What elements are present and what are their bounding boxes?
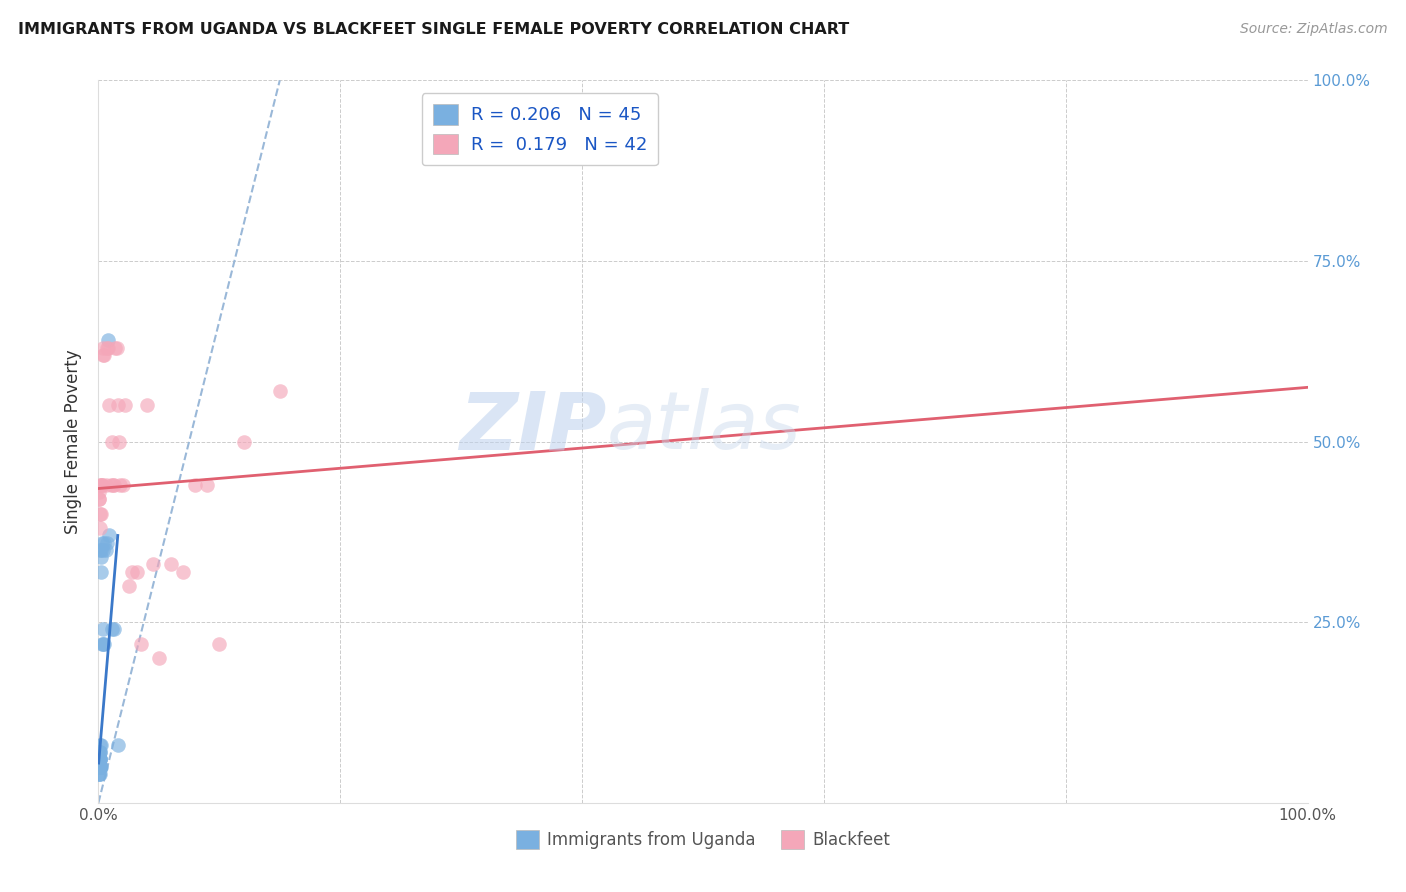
Point — [91, 348, 114, 362]
Point — [108, 434, 131, 449]
Point — [89, 507, 111, 521]
Point — [87, 760, 110, 774]
Point — [96, 341, 118, 355]
Point — [107, 398, 129, 412]
Point — [89, 752, 111, 766]
Point — [87, 752, 110, 766]
Point — [98, 528, 121, 542]
Point — [89, 760, 111, 774]
Point — [97, 341, 120, 355]
Point — [87, 760, 110, 774]
Point — [87, 752, 110, 766]
Point — [91, 637, 114, 651]
Point — [103, 478, 125, 492]
Point — [87, 745, 110, 759]
Point — [142, 558, 165, 572]
Point — [111, 478, 134, 492]
Point — [91, 478, 114, 492]
Legend: Immigrants from Uganda, Blackfeet: Immigrants from Uganda, Blackfeet — [509, 823, 897, 856]
Point — [89, 745, 111, 759]
Point — [108, 478, 131, 492]
Point — [98, 398, 121, 412]
Point — [94, 542, 117, 557]
Point — [89, 760, 111, 774]
Point — [91, 623, 114, 637]
Point — [91, 341, 114, 355]
Text: Source: ZipAtlas.com: Source: ZipAtlas.com — [1240, 22, 1388, 37]
Point — [105, 341, 128, 355]
Point — [89, 752, 111, 766]
Point — [89, 760, 111, 774]
Point — [89, 760, 111, 774]
Point — [91, 478, 114, 492]
Point — [89, 752, 111, 766]
Point — [96, 535, 118, 549]
Point — [127, 565, 149, 579]
Point — [91, 542, 114, 557]
Point — [184, 478, 207, 492]
Point — [89, 760, 111, 774]
Point — [91, 535, 114, 549]
Point — [107, 738, 129, 752]
Point — [89, 752, 111, 766]
Point — [89, 738, 111, 752]
Point — [90, 738, 112, 752]
Point — [93, 348, 115, 362]
Point — [89, 760, 111, 774]
Point — [101, 478, 124, 492]
Point — [89, 760, 111, 774]
Point — [91, 637, 114, 651]
Point — [89, 745, 111, 759]
Point — [94, 478, 117, 492]
Point — [135, 398, 157, 412]
Point — [160, 558, 183, 572]
Point — [118, 579, 141, 593]
Point — [121, 565, 143, 579]
Point — [232, 434, 254, 449]
Point — [89, 521, 111, 535]
Point — [100, 434, 122, 449]
Point — [195, 478, 218, 492]
Point — [208, 637, 231, 651]
Point — [90, 550, 112, 565]
Point — [89, 478, 111, 492]
Point — [90, 542, 112, 557]
Point — [114, 398, 136, 412]
Point — [148, 651, 170, 665]
Text: ZIP: ZIP — [458, 388, 606, 467]
Point — [89, 485, 111, 500]
Point — [89, 752, 111, 766]
Y-axis label: Single Female Poverty: Single Female Poverty — [65, 350, 83, 533]
Point — [89, 752, 111, 766]
Point — [89, 767, 111, 781]
Text: IMMIGRANTS FROM UGANDA VS BLACKFEET SINGLE FEMALE POVERTY CORRELATION CHART: IMMIGRANTS FROM UGANDA VS BLACKFEET SING… — [18, 22, 849, 37]
Point — [104, 341, 127, 355]
Point — [90, 507, 112, 521]
Point — [90, 478, 112, 492]
Point — [89, 542, 111, 557]
Point — [93, 637, 115, 651]
Point — [87, 492, 110, 507]
Point — [90, 760, 112, 774]
Point — [129, 637, 152, 651]
Point — [87, 767, 110, 781]
Point — [93, 535, 115, 549]
Point — [97, 334, 120, 348]
Point — [87, 492, 110, 507]
Point — [172, 565, 194, 579]
Point — [89, 767, 111, 781]
Point — [89, 745, 111, 759]
Point — [103, 623, 125, 637]
Text: atlas: atlas — [606, 388, 801, 467]
Point — [269, 384, 291, 398]
Point — [90, 565, 112, 579]
Point — [100, 478, 122, 492]
Point — [100, 623, 122, 637]
